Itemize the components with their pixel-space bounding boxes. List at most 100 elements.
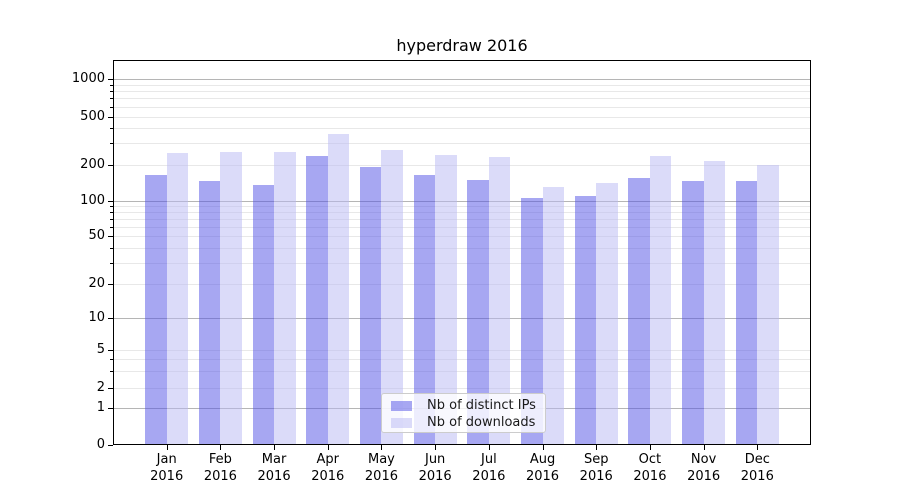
- y-gridline-minor: [113, 98, 811, 100]
- x-axis-tick: [596, 445, 597, 450]
- bar-distinct-ips: [413, 174, 436, 445]
- x-axis-tick-label: Aug 2016: [525, 452, 560, 484]
- y-axis-minor-tick: [110, 371, 113, 372]
- y-axis-tick: [108, 408, 113, 409]
- bar-downloads: [649, 156, 672, 445]
- legend-swatch-downloads: [391, 417, 412, 428]
- legend-item-downloads: Nb of downloads: [391, 414, 545, 431]
- y-axis-minor-tick: [110, 143, 113, 144]
- bar-distinct-ips: [198, 181, 221, 445]
- y-axis-minor-tick: [110, 91, 113, 92]
- y-axis-tick: [108, 318, 113, 319]
- y-gridline-minor: [113, 128, 811, 130]
- y-axis-tick: [108, 350, 113, 351]
- x-axis-tick-label: Dec 2016: [740, 452, 774, 484]
- y-gridline-minor: [113, 164, 811, 166]
- legend-swatch-distinct-ips: [391, 400, 412, 411]
- bar-distinct-ips: [521, 198, 543, 445]
- y-axis-tick: [108, 117, 113, 118]
- legend-item-distinct-ips: Nb of distinct IPs: [391, 397, 545, 414]
- y-axis-tick: [108, 236, 113, 237]
- y-gridline-minor: [113, 206, 811, 208]
- x-axis-tick-label: Apr 2016: [311, 452, 345, 484]
- y-gridline-minor: [113, 262, 811, 264]
- x-axis-tick: [650, 445, 651, 450]
- bar-downloads: [757, 164, 779, 445]
- x-axis-tick-label: Nov 2016: [687, 452, 721, 484]
- x-axis-tick: [167, 445, 168, 450]
- x-axis-tick: [220, 445, 221, 450]
- legend-label-distinct-ips: Nb of distinct IPs: [427, 398, 536, 413]
- y-axis-tick-label: 500: [80, 108, 105, 124]
- y-gridline-major: [113, 201, 811, 202]
- x-axis-tick: [274, 445, 275, 450]
- y-gridline-minor: [113, 116, 811, 118]
- y-gridline-minor: [113, 358, 811, 360]
- y-axis-minor-tick: [110, 263, 113, 264]
- bar-distinct-ips: [735, 181, 758, 445]
- x-axis-tick-label: May 2016: [364, 452, 398, 484]
- y-axis-tick-label: 1000: [71, 71, 105, 86]
- bar-downloads: [381, 149, 403, 445]
- x-axis-tick: [435, 445, 436, 450]
- legend: Nb of distinct IPs Nb of downloads: [381, 393, 546, 433]
- x-axis-tick-label: Jun 2016: [418, 452, 452, 484]
- y-gridline-minor: [113, 143, 811, 145]
- y-gridline-minor: [113, 212, 811, 214]
- y-axis-tick-label: 2: [96, 379, 105, 395]
- bar-distinct-ips: [359, 167, 382, 445]
- y-gridline-minor: [113, 91, 811, 93]
- y-axis-tick: [108, 79, 113, 80]
- y-gridline-minor: [113, 387, 811, 389]
- legend-label-downloads: Nb of downloads: [427, 415, 536, 430]
- x-axis-tick: [489, 445, 490, 450]
- y-gridline-minor: [113, 284, 811, 285]
- y-axis-minor-tick: [110, 212, 113, 213]
- bar-downloads: [327, 133, 350, 445]
- chart-title: hyperdraw 2016: [396, 36, 528, 55]
- y-axis-tick-label: 5: [96, 341, 105, 357]
- x-axis-tick: [328, 445, 329, 450]
- x-axis-tick: [381, 445, 382, 450]
- y-axis-tick-label: 200: [80, 156, 105, 172]
- bar-downloads: [703, 160, 726, 445]
- bar-downloads: [220, 151, 242, 445]
- y-axis-tick: [108, 445, 113, 446]
- bar-distinct-ips: [628, 177, 650, 445]
- bar-downloads: [488, 157, 511, 445]
- y-axis-tick: [108, 388, 113, 389]
- y-axis-minor-tick: [110, 85, 113, 86]
- y-gridline-major: [113, 79, 811, 80]
- y-axis-minor-tick: [110, 128, 113, 129]
- bar-distinct-ips: [252, 185, 275, 445]
- y-axis-minor-tick: [110, 206, 113, 207]
- y-axis-tick-label: 10: [88, 310, 105, 325]
- y-axis-minor-tick: [110, 248, 113, 249]
- y-axis-minor-tick: [110, 107, 113, 108]
- x-axis-tick-label: Sep 2016: [579, 452, 613, 484]
- y-gridline-minor: [113, 84, 811, 86]
- bar-distinct-ips: [467, 179, 489, 445]
- y-axis-minor-tick: [110, 98, 113, 99]
- bar-downloads: [596, 183, 618, 445]
- bar-distinct-ips: [306, 156, 328, 445]
- y-axis-minor-tick: [110, 359, 113, 360]
- x-axis-tick: [757, 445, 758, 450]
- y-gridline-minor: [113, 370, 811, 372]
- y-gridline-minor: [113, 106, 811, 108]
- y-axis-tick: [108, 201, 113, 202]
- y-gridline-minor: [113, 219, 811, 220]
- bar-downloads: [435, 154, 457, 445]
- y-axis-minor-tick: [110, 227, 113, 228]
- y-gridline-minor: [113, 236, 811, 237]
- bar-distinct-ips: [682, 181, 704, 445]
- x-axis-tick-label: Jul 2016: [472, 452, 506, 484]
- bar-downloads: [542, 187, 564, 445]
- bar-distinct-ips: [574, 195, 597, 445]
- bar-downloads: [166, 152, 189, 445]
- y-gridline-minor: [113, 349, 811, 351]
- x-axis-tick-label: Jan 2016: [150, 452, 184, 484]
- y-axis-minor-tick: [110, 219, 113, 220]
- x-axis-tick: [704, 445, 705, 450]
